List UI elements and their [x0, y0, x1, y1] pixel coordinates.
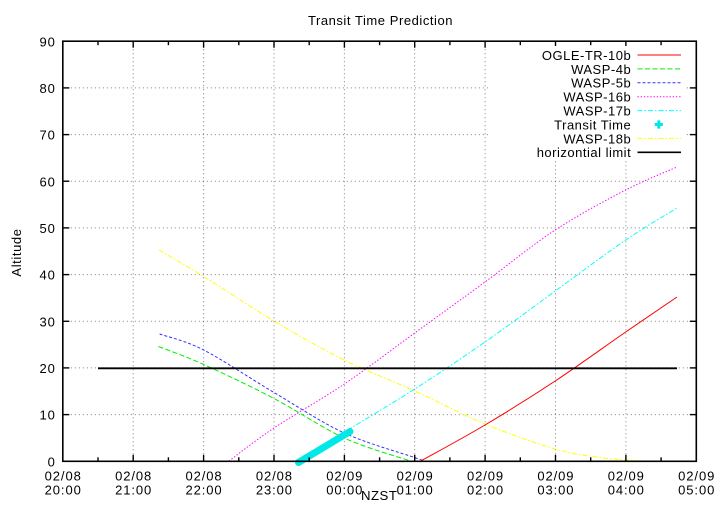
svg-text:02/09: 02/09	[397, 468, 434, 483]
svg-text:10: 10	[40, 408, 56, 423]
svg-text:02/09: 02/09	[326, 468, 363, 483]
svg-text:60: 60	[40, 174, 56, 189]
svg-text:Altitude: Altitude	[9, 228, 24, 276]
svg-text:Transit Time: Transit Time	[554, 117, 631, 132]
svg-text:40: 40	[40, 268, 56, 283]
svg-text:30: 30	[40, 314, 56, 329]
svg-text:70: 70	[40, 128, 56, 143]
svg-text:WASP-4b: WASP-4b	[571, 62, 631, 77]
svg-text:23:00: 23:00	[256, 482, 293, 497]
svg-text:02/09: 02/09	[678, 468, 715, 483]
svg-text:NZST: NZST	[361, 488, 397, 503]
svg-text:03:00: 03:00	[537, 482, 574, 497]
svg-text:WASP-16b: WASP-16b	[563, 90, 631, 105]
svg-text:02/09: 02/09	[467, 468, 504, 483]
svg-text:20: 20	[40, 361, 56, 376]
svg-text:80: 80	[40, 81, 56, 96]
svg-text:02/08: 02/08	[45, 468, 82, 483]
svg-text:WASP-5b: WASP-5b	[571, 76, 631, 91]
svg-text:01:00: 01:00	[397, 482, 434, 497]
svg-text:50: 50	[40, 221, 56, 236]
svg-text:WASP-18b: WASP-18b	[563, 131, 631, 146]
svg-text:05:00: 05:00	[678, 482, 715, 497]
svg-text:04:00: 04:00	[608, 482, 645, 497]
svg-text:horizontial limit: horizontial limit	[537, 145, 631, 160]
svg-text:22:00: 22:00	[185, 482, 222, 497]
svg-text:20:00: 20:00	[45, 482, 82, 497]
svg-text:90: 90	[40, 34, 56, 49]
svg-text:02/08: 02/08	[256, 468, 293, 483]
svg-text:WASP-17b: WASP-17b	[563, 104, 631, 119]
svg-text:OGLE-TR-10b: OGLE-TR-10b	[542, 48, 631, 63]
svg-text:02/09: 02/09	[608, 468, 645, 483]
svg-text:21:00: 21:00	[115, 482, 152, 497]
svg-text:02:00: 02:00	[467, 482, 504, 497]
svg-text:Transit Time Prediction: Transit Time Prediction	[308, 13, 453, 28]
svg-text:0: 0	[48, 454, 56, 469]
svg-text:00:00: 00:00	[326, 482, 363, 497]
svg-text:02/08: 02/08	[115, 468, 152, 483]
svg-text:02/08: 02/08	[185, 468, 222, 483]
svg-text:02/09: 02/09	[537, 468, 574, 483]
